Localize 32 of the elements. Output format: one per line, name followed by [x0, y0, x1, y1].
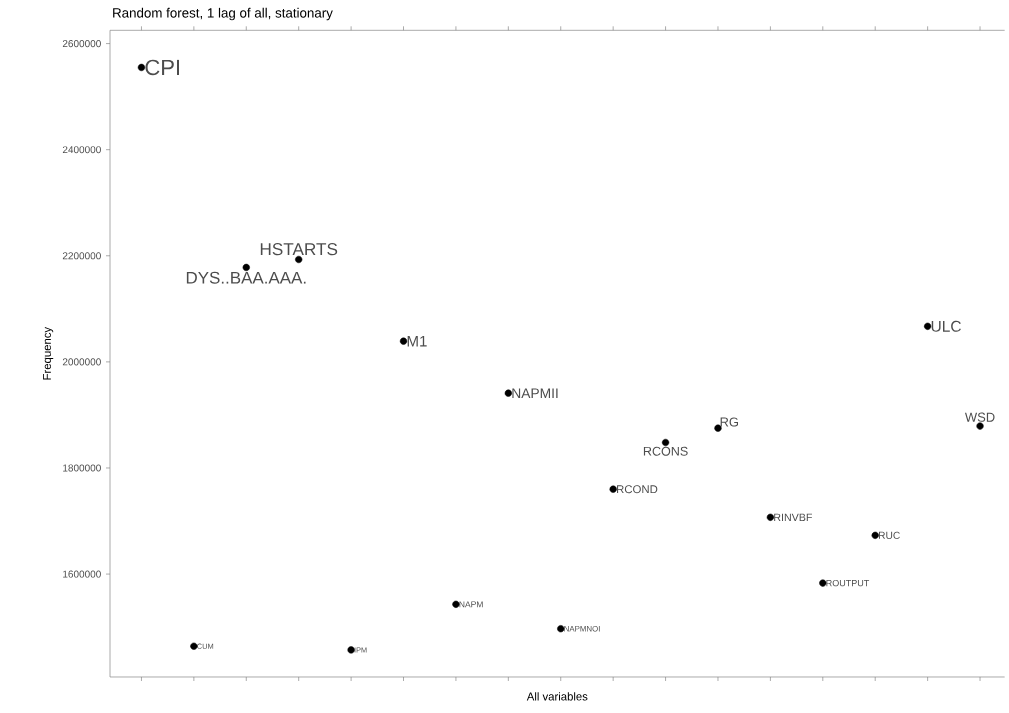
data-label: ROUTPUT [826, 579, 870, 587]
data-label: RCONS [643, 446, 688, 456]
data-label: DYS..BAA.AAA. [186, 271, 306, 284]
data-label: RINVBF [774, 513, 813, 521]
data-label: RCOND [617, 485, 658, 494]
chart-title: Random forest, 1 lag of all, stationary [113, 7, 333, 21]
point [557, 625, 565, 633]
data-label: RG [720, 417, 739, 427]
point [766, 513, 774, 521]
data-label: CPI [145, 59, 180, 76]
data-label: WSD [964, 412, 995, 422]
point [714, 424, 722, 432]
point [976, 422, 984, 430]
y-tick-label: 2000000 [62, 358, 101, 366]
point [871, 531, 879, 539]
data-label: M1 [407, 335, 427, 347]
x-axis-title: All variables [526, 692, 588, 701]
y-tick-label: 2600000 [62, 40, 101, 48]
y-tick-label: 1800000 [63, 464, 101, 472]
data-label: NAPM [459, 601, 483, 608]
point [347, 646, 355, 654]
point [190, 642, 198, 650]
y-axis-title: Frequency [43, 326, 54, 380]
y-tick-label: 1600000 [63, 570, 101, 578]
y-tick-label: 2400000 [62, 146, 101, 154]
point [609, 485, 617, 493]
data-label: NAPMII [512, 388, 558, 398]
point [504, 389, 512, 397]
data-label: HSTARTS [260, 243, 338, 256]
y-tick-label: 2200000 [62, 252, 101, 260]
data-label: ULC [931, 320, 961, 332]
data-label: RUC [878, 531, 900, 539]
